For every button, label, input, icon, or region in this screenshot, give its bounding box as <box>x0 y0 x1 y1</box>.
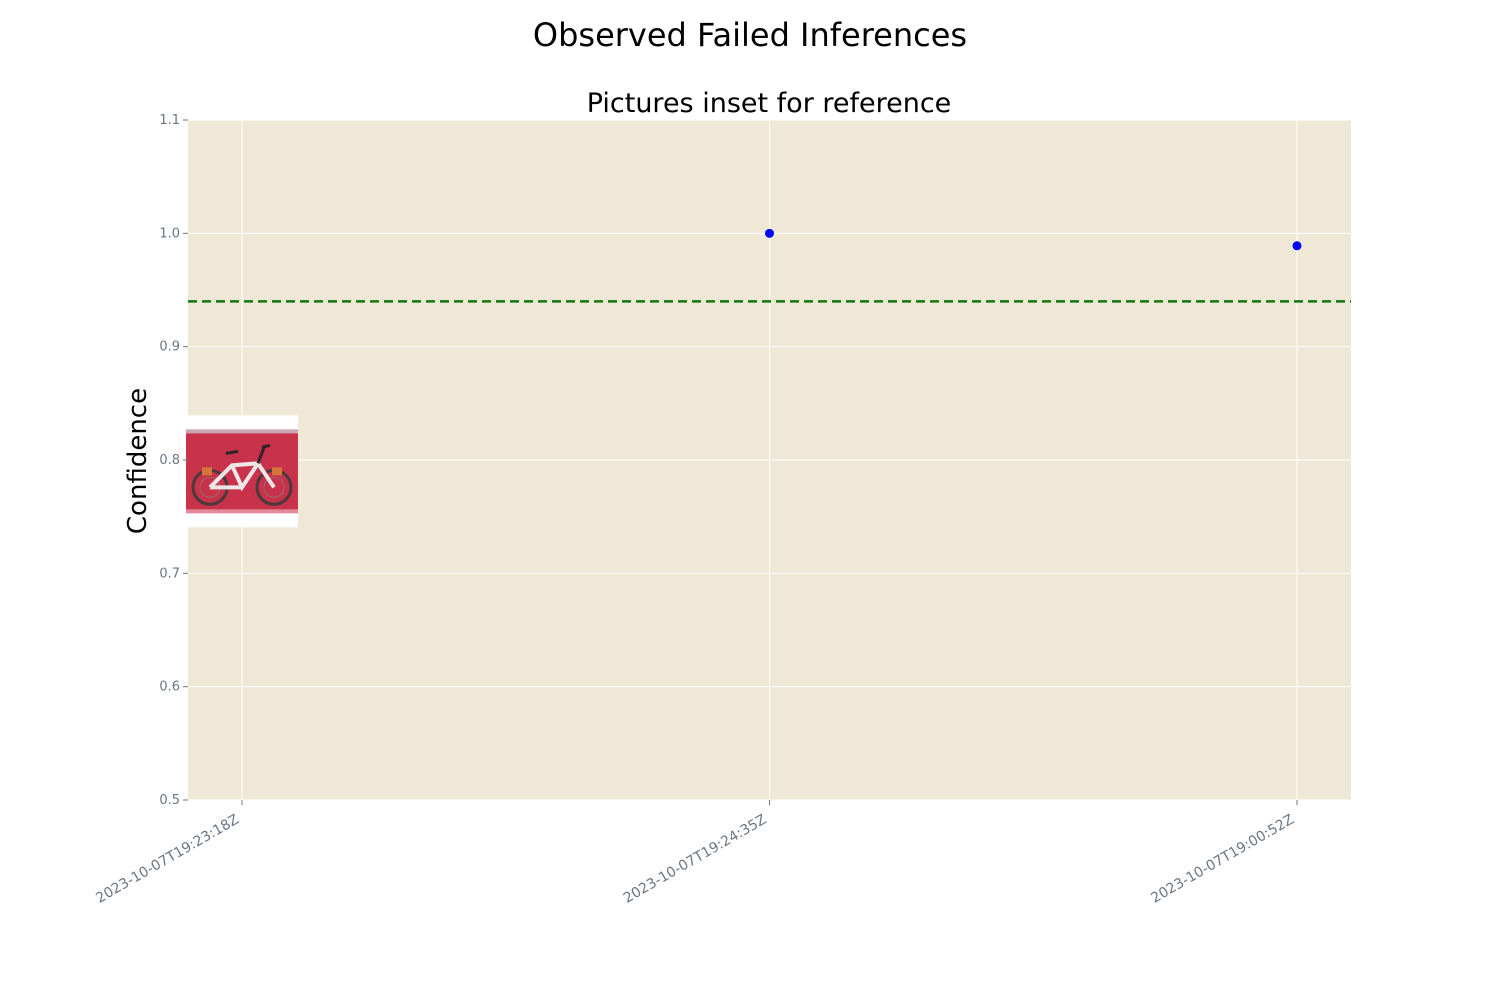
x-tick-label: 2023-10-07T19:24:35Z <box>621 812 770 907</box>
y-tick-label: 0.9 <box>159 340 180 355</box>
y-axis-label: Confidence <box>123 388 153 534</box>
y-tick-label: 0.6 <box>159 680 180 695</box>
chart-subtitle: Pictures inset for reference <box>587 88 952 119</box>
x-tick-label: 2023-10-07T19:00:52Z <box>1148 812 1297 907</box>
y-tick-label: 0.5 <box>159 793 180 808</box>
x-axis: 2023-10-07T19:23:18Z 2023-10-07T19:24:35Z… <box>93 800 1298 907</box>
thumbnail-band <box>186 429 298 434</box>
bicycle-spokes-front <box>263 476 285 498</box>
thumbnail-floor <box>186 509 298 514</box>
bicycle-detail <box>202 467 212 476</box>
y-tick-label: 0.7 <box>159 566 180 581</box>
points-layer <box>765 228 1302 251</box>
y-tick-label: 1.0 <box>159 226 180 241</box>
x-tick-label: 2023-10-07T19:23:18Z <box>93 812 242 907</box>
inset-image-layer <box>186 415 298 528</box>
bicycle-handlebar-seat <box>225 443 271 464</box>
data-point <box>765 228 774 238</box>
y-tick-label: 1.1 <box>159 113 180 128</box>
bicycle-frame <box>208 461 276 492</box>
bicycle-thumbnail-image <box>186 415 298 528</box>
bicycle-detail <box>272 467 282 476</box>
data-point <box>1292 241 1302 251</box>
y-tick-label: 0.8 <box>159 453 180 468</box>
chart-title: Observed Failed Inferences <box>533 16 967 54</box>
y-axis: 0.5 0.6 0.7 0.8 0.9 1.0 1.1 <box>159 113 188 808</box>
